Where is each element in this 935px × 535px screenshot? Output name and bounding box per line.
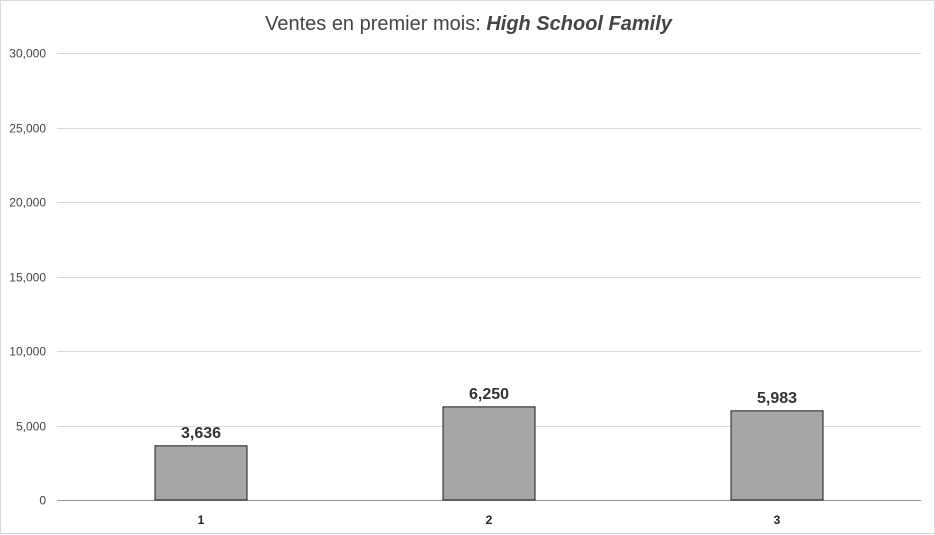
bar	[154, 445, 248, 501]
y-tick-label: 10,000	[9, 345, 46, 359]
bar	[730, 410, 824, 501]
x-tick-label: 3	[774, 513, 781, 527]
chart-title-text: Ventes en premier mois:	[265, 13, 481, 35]
x-tick-label: 1	[198, 513, 205, 527]
y-tick-label: 5,000	[16, 420, 46, 434]
chart-title: Ventes en premier mois: High School Fami…	[1, 13, 935, 36]
y-tick-label: 25,000	[9, 122, 46, 136]
data-label: 5,983	[757, 390, 797, 407]
y-tick-label: 15,000	[9, 271, 46, 285]
chart-title-emphasis: High School Family	[486, 13, 672, 35]
y-tick-label: 30,000	[9, 47, 46, 61]
bar	[442, 406, 536, 501]
data-label: 6,250	[469, 386, 509, 403]
y-tick-label: 20,000	[9, 196, 46, 210]
data-label: 3,636	[181, 425, 221, 442]
x-tick-label: 2	[486, 513, 493, 527]
y-tick-label: 0	[39, 494, 46, 508]
